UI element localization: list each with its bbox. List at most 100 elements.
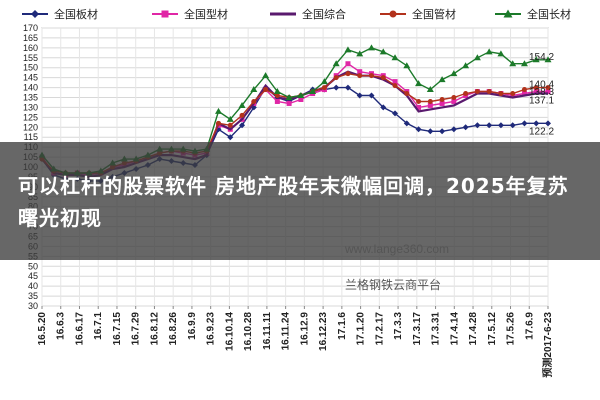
x-tick-label: 16.12.9 [299,312,310,346]
legend-marker [31,10,39,18]
x-tick-label: 16.8.12 [149,312,160,346]
y-tick-label: 35 [28,291,38,301]
data-point [439,96,445,102]
data-point [474,89,480,95]
data-point [509,60,517,67]
data-point [404,91,410,97]
data-point [486,89,492,95]
y-tick-label: 50 [28,261,38,271]
data-point [450,70,458,77]
data-point [321,85,327,91]
data-point [463,91,469,97]
data-point [227,134,234,141]
x-tick-label: 17.3.3 [393,312,404,340]
x-tick-label: 16.8.26 [168,312,179,346]
data-point [438,76,446,83]
data-point [485,48,493,55]
data-point [239,122,246,129]
data-point [380,75,386,81]
data-point [450,126,457,133]
data-point [497,50,505,57]
data-point [416,98,422,104]
x-tick-label: 17.4.28 [468,312,479,346]
x-tick-label: 16.10.28 [243,312,254,351]
data-point [533,120,540,127]
watermark-url: www.lange360.com [345,242,450,256]
y-tick-label: 120 [23,122,38,132]
y-tick-label: 135 [23,93,38,103]
data-point [263,87,269,93]
y-tick-label: 30 [28,301,38,311]
end-value-label: 122.2 [529,126,554,137]
x-axis: 16.5.20 16.6.3 16.6.17 16.7.1 16.7.15 16.7.29… [37,306,554,378]
y-tick-label: 140 [23,83,38,93]
x-tick-label: 16.9.9 [187,312,198,340]
data-point [226,115,234,122]
legend-label: 全国板材 [54,7,98,21]
data-point [344,84,351,91]
data-point [309,88,317,95]
data-point [427,128,434,135]
data-point [332,60,340,67]
y-tick-label: 160 [23,43,38,53]
data-point [532,56,540,63]
x-tick-label: 17.1.6 [337,312,348,340]
data-point [250,86,258,93]
x-tick-label: 16.7.1 [93,312,104,340]
x-tick-label: 17.3.31 [431,312,442,346]
headline-overlay [0,142,600,260]
data-point [345,71,351,77]
data-point [345,61,351,67]
data-point [415,126,422,133]
data-point [451,95,457,100]
data-point [285,94,293,100]
data-point [521,87,527,93]
x-tick-label: 17.5.12 [487,312,498,346]
data-point [439,128,446,135]
data-point [262,72,270,79]
x-tick-label: 16.11.11 [262,312,273,350]
data-point [380,104,387,111]
data-point [498,91,504,97]
y-tick-label: 145 [23,73,38,83]
data-point [320,78,328,85]
data-point [357,69,363,75]
data-point [403,120,410,127]
data-point [545,85,551,91]
data-point [356,50,364,57]
x-tick-label: 17.1.20 [356,312,367,346]
x-tick-label: 16.7.29 [131,312,142,346]
end-value-label: 140.4 [529,80,554,91]
data-point [297,92,305,99]
legend-label: 全国综合 [302,7,346,21]
data-point [216,120,222,126]
y-tick-label: 165 [23,33,38,43]
x-tick-label: 16.5.20 [37,312,48,346]
y-tick-label: 125 [23,112,38,122]
y-tick-label: 40 [28,281,38,291]
data-point [486,122,493,129]
end-value-label: 138.3 [529,87,554,98]
legend-marker [503,9,513,18]
data-point [357,73,363,79]
data-point [497,122,504,129]
end-value-label: 137.1 [529,95,554,106]
data-point [462,124,469,131]
y-tick-label: 130 [23,102,38,112]
x-tick-label: 16.9.23 [206,312,217,346]
data-point [333,75,339,81]
x-tick-label: 17.3.17 [412,312,423,346]
data-point [356,92,363,99]
data-point [274,98,280,104]
data-point [403,62,411,69]
data-point [392,79,398,85]
data-point [215,107,223,114]
y-tick-label: 115 [24,132,38,142]
data-point [545,89,551,95]
legend-label: 全国长材 [527,7,571,21]
data-point [545,120,551,127]
data-point [416,104,422,110]
y-tick-label: 45 [28,271,38,281]
data-point [392,83,398,89]
